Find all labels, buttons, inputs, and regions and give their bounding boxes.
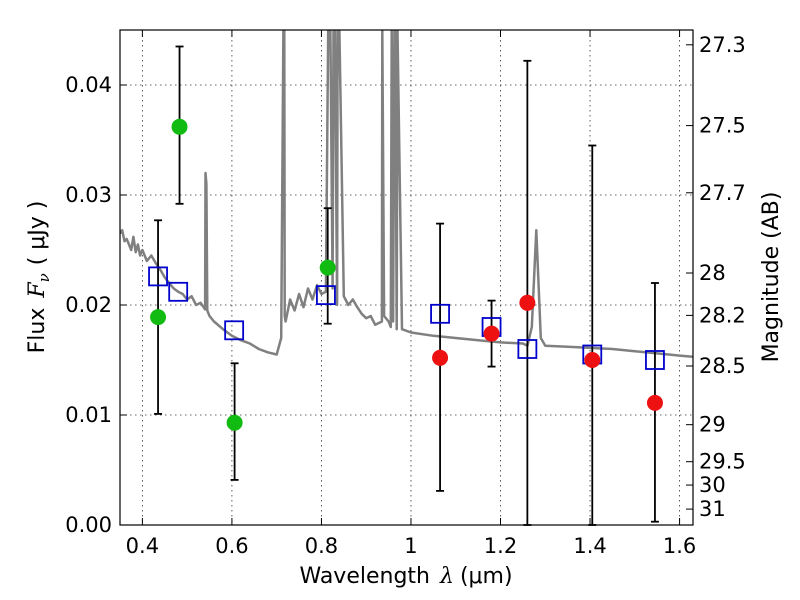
axis-ticks: 0.4 0.6 0.8 1 1.2 1.4 1.6 0.00 0.01 0.02 0.03 0.04 2… bbox=[65, 30, 746, 558]
x-tick-label: 0.4 bbox=[126, 534, 159, 558]
x-tick-label: 0.6 bbox=[215, 534, 248, 558]
x-axis-label-text: Wavelength bbox=[299, 564, 430, 589]
data-points-layer bbox=[148, 118, 665, 431]
green-data-point bbox=[150, 309, 167, 326]
y-axis-label-units: ( μJy ) bbox=[25, 201, 50, 266]
red-data-point bbox=[519, 294, 536, 311]
x-axis-label-units: (μm) bbox=[460, 564, 513, 589]
model-magnitude-square bbox=[430, 303, 450, 324]
model-magnitude-square bbox=[224, 320, 245, 341]
model-magnitude-square bbox=[168, 281, 189, 302]
plot-frame bbox=[119, 29, 694, 526]
model-magnitude-square bbox=[316, 285, 336, 306]
x-tick-label: 0.8 bbox=[305, 534, 338, 558]
red-data-point bbox=[646, 394, 663, 411]
green-data-point bbox=[319, 259, 336, 276]
x-tick-label: 1.6 bbox=[663, 534, 696, 558]
model-magnitude-square bbox=[148, 266, 168, 287]
x-axis-label-symbol: λ bbox=[439, 564, 454, 589]
y-tick-label: 0.01 bbox=[65, 403, 112, 427]
y-tick-label: 0.00 bbox=[65, 513, 112, 537]
y2-axis-label: Magnitude (AB) bbox=[759, 192, 784, 363]
y2-tick-label: 31 bbox=[699, 497, 726, 521]
green-data-point bbox=[171, 118, 188, 135]
y2-tick-label: 28 bbox=[699, 261, 726, 285]
y2-tick-label: 29.5 bbox=[699, 450, 746, 474]
model-magnitude-square bbox=[517, 339, 538, 359]
model-magnitude-square bbox=[645, 350, 665, 370]
y2-tick-label: 28.2 bbox=[699, 303, 746, 327]
y-tick-label: 0.03 bbox=[65, 183, 112, 207]
y-tick-label: 0.04 bbox=[65, 73, 112, 97]
green-data-point bbox=[226, 414, 243, 431]
x-tick-label: 1.4 bbox=[573, 534, 606, 558]
y-axis-label-text: Flux bbox=[25, 308, 50, 354]
y2-tick-label: 27.3 bbox=[699, 33, 746, 57]
y2-tick-label: 29 bbox=[699, 413, 726, 437]
red-data-point bbox=[483, 325, 500, 342]
y2-tick-label: 30 bbox=[699, 473, 726, 497]
y-axis-label-subscript: ν bbox=[35, 273, 53, 282]
y-tick-label: 0.02 bbox=[65, 293, 112, 317]
red-data-point bbox=[584, 352, 601, 368]
y2-tick-label: 28.5 bbox=[699, 354, 746, 378]
x-tick-label: 1 bbox=[404, 534, 417, 558]
x-axis-label: Wavelength λ (μm) bbox=[299, 564, 512, 589]
y-axis-label: Flux Fν ( μJy ) bbox=[25, 201, 53, 354]
y2-tick-label: 27.5 bbox=[699, 114, 746, 138]
y2-tick-label: 27.7 bbox=[699, 181, 746, 205]
y-axis-label-symbol: F bbox=[25, 282, 50, 299]
red-data-point bbox=[432, 349, 449, 366]
x-tick-label: 1.2 bbox=[484, 534, 517, 558]
